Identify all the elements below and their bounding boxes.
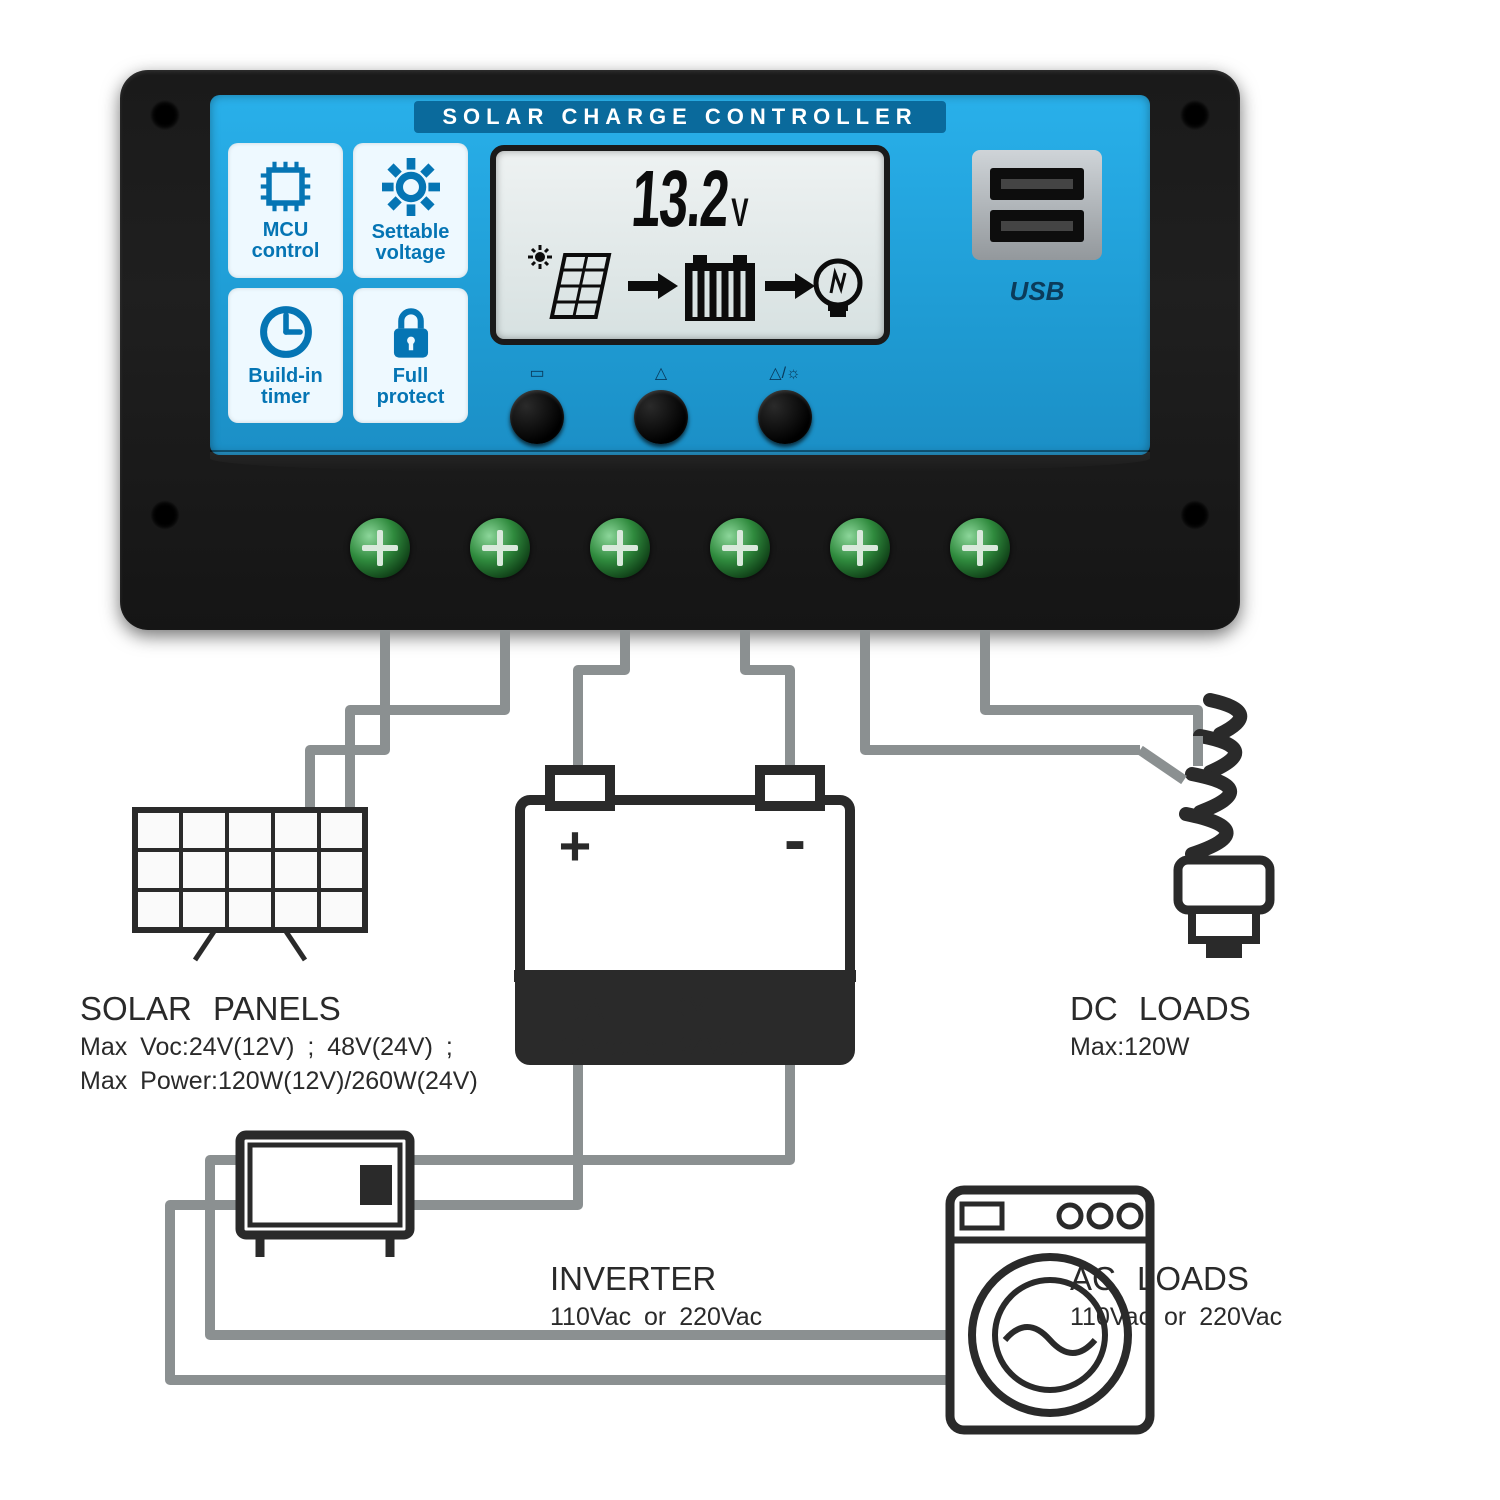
terminal-screw[interactable]: [950, 518, 1010, 578]
svg-text:-: -: [784, 802, 806, 876]
lcd-reading: 13.2V: [561, 153, 819, 245]
controller-face: SOLAR CHARGE CONTROLLER MCUcontrol: [210, 95, 1150, 455]
controller-title: SOLAR CHARGE CONTROLLER: [414, 101, 945, 133]
battery-label: BATTERY 12Vdc or 24Vdc: [560, 990, 750, 1062]
button-glyph-row: ▭ △ △/☼: [510, 363, 812, 383]
usb-ports[interactable]: [972, 150, 1102, 260]
tile-label: Settablevoltage: [372, 222, 450, 264]
usb-port-1[interactable]: [990, 168, 1084, 200]
inverter-icon: [240, 1135, 410, 1257]
tile-label: Fullprotect: [377, 366, 445, 408]
tile-timer: Build-intimer: [228, 288, 343, 423]
usb-area: USB: [952, 150, 1122, 307]
up-button[interactable]: [634, 390, 688, 444]
tile-voltage: Settablevoltage: [353, 143, 468, 278]
light-glyph: △/☼: [758, 363, 812, 383]
inverter-label: INVERTER 110Vac or 220Vac: [550, 1260, 762, 1332]
mount-hole: [150, 100, 180, 130]
feature-tiles: MCUcontrol Settablevo: [228, 143, 468, 423]
terminal-screw[interactable]: [710, 518, 770, 578]
terminal-screw[interactable]: [470, 518, 530, 578]
controller-unit: SOLAR CHARGE CONTROLLER MCUcontrol: [120, 70, 1240, 630]
chip-icon: [258, 159, 313, 214]
tile-mcu: MCUcontrol: [228, 143, 343, 278]
terminal-screw[interactable]: [350, 518, 410, 578]
svg-text:+: +: [559, 814, 592, 877]
terminal-screw[interactable]: [830, 518, 890, 578]
solar-panel-icon: [135, 810, 365, 960]
tile-protect: Fullprotect: [353, 288, 468, 423]
menu-glyph: ▭: [510, 363, 564, 383]
lcd-flow-icons: [496, 238, 884, 333]
bulb-icon: [1140, 700, 1270, 958]
solar-label: SOLAR PANELS Max Voc:24V(12V) ; 48V(24V)…: [80, 990, 478, 1096]
terminal-screw[interactable]: [590, 518, 650, 578]
tile-label: MCUcontrol: [252, 220, 320, 262]
terminal-row: [120, 488, 1240, 608]
menu-button[interactable]: [510, 390, 564, 444]
button-row: [510, 390, 812, 444]
tile-label: Build-intimer: [248, 366, 322, 408]
usb-port-2[interactable]: [990, 210, 1084, 242]
light-button[interactable]: [758, 390, 812, 444]
usb-label: USB: [952, 276, 1122, 307]
dc-label: DC LOADS Max:120W: [1070, 990, 1251, 1062]
gear-icon: [382, 158, 440, 216]
ac-label: AC LOADS 110Vac or 220Vac: [1070, 1260, 1282, 1332]
clock-icon: [258, 304, 314, 360]
diagram-stage: SOLAR CHARGE CONTROLLER MCUcontrol: [50, 50, 1450, 1450]
up-glyph: △: [634, 363, 688, 383]
mount-hole: [1180, 100, 1210, 130]
lcd-display: 13.2V: [490, 145, 890, 345]
lock-icon: [386, 304, 436, 360]
